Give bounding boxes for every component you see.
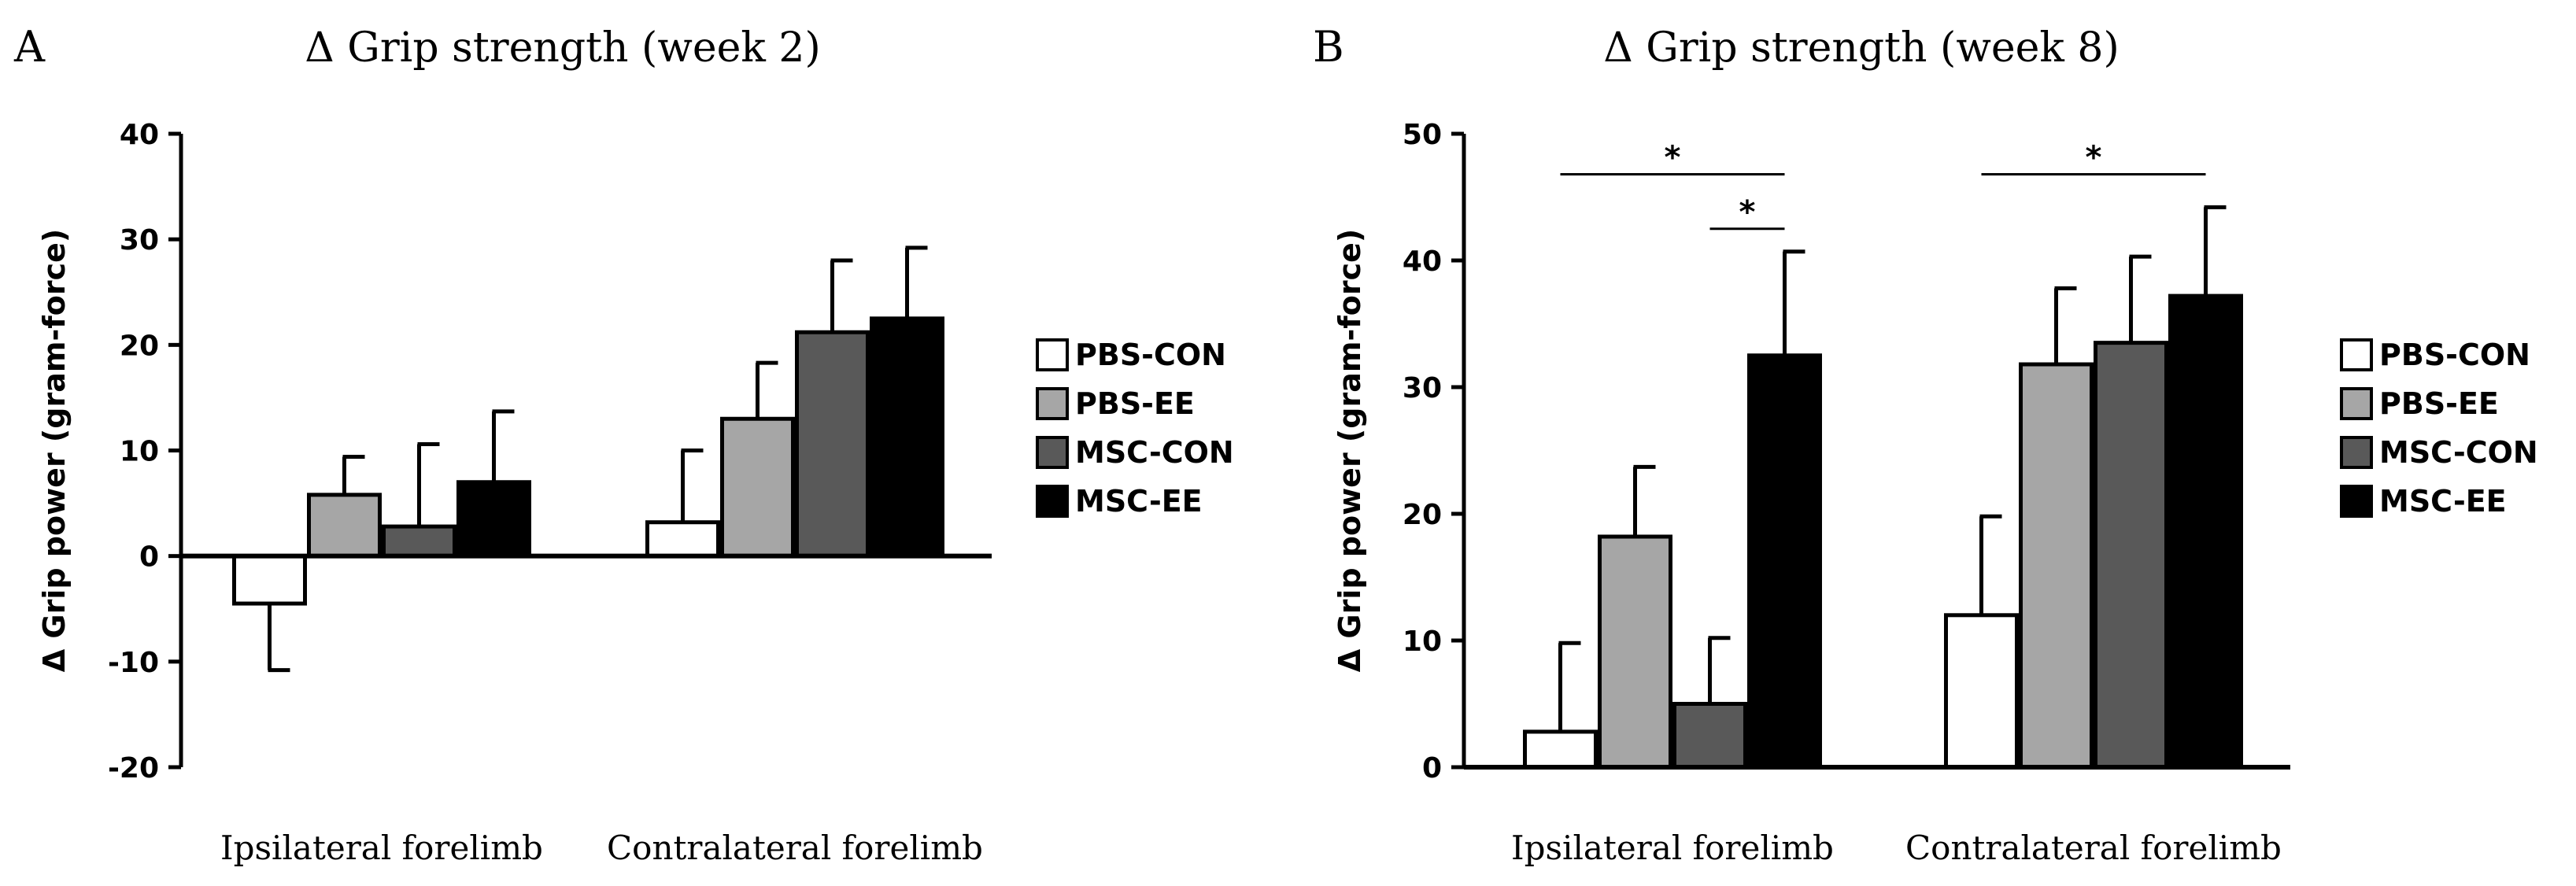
bar-pbs-con xyxy=(1523,729,1598,770)
y-tick-label: 30 xyxy=(1403,372,1442,404)
bar-msc-con xyxy=(382,524,456,559)
bar-msc-con xyxy=(795,330,870,559)
chart-title: Δ Grip strength (week 2) xyxy=(305,24,821,72)
bar-pbs-ee xyxy=(2019,362,2094,770)
bar-msc-ee xyxy=(870,316,944,559)
legend-label: MSC-EE xyxy=(1075,484,1203,519)
legend-swatch-msc-con xyxy=(1036,436,1069,469)
panel-a: A Δ Grip strength (week 2) -20 -10 0 10 20 30 40… xyxy=(13,22,1234,867)
y-tick-label: 30 xyxy=(120,224,159,257)
panel-letter: B xyxy=(1313,22,1344,72)
panel-b: B Δ Grip strength (week 8) 0 10 20 30 40 50 Δ Gr… xyxy=(1313,22,2538,867)
legend-swatch-pbs-ee xyxy=(2340,387,2373,420)
y-axis-label: Δ Grip power (gram-force) xyxy=(1332,229,1367,673)
y-tick-label: 40 xyxy=(120,119,159,151)
category-label: Ipsilateral forelimb xyxy=(220,829,543,867)
legend-label: MSC-CON xyxy=(1075,435,1234,470)
bar-msc-ee xyxy=(1747,353,1822,770)
significance-star: * xyxy=(1739,194,1756,231)
y-tick-label: 0 xyxy=(1422,752,1442,784)
chart-title: Δ Grip strength (week 8) xyxy=(1603,24,2120,72)
y-tick-label: 10 xyxy=(1403,626,1442,658)
legend-label: MSC-EE xyxy=(2379,484,2507,519)
y-axis-label: Δ Grip power (gram-force) xyxy=(37,229,72,673)
bar-pbs-ee xyxy=(1598,534,1672,770)
y-tick-label: -10 xyxy=(108,647,159,679)
y-tick-label: 10 xyxy=(120,436,159,468)
y-tick-label: 0 xyxy=(139,541,159,574)
bar-pbs-ee xyxy=(307,493,382,559)
legend-label: MSC-CON xyxy=(2379,435,2538,470)
y-tick-label: 40 xyxy=(1403,245,1442,278)
y-tick-label: 20 xyxy=(1403,499,1442,531)
legend-swatch-msc-con xyxy=(2340,436,2373,469)
bar-msc-con xyxy=(2094,341,2168,770)
legend-label: PBS-EE xyxy=(2379,386,2499,421)
legend-label: PBS-CON xyxy=(2379,338,2530,372)
legend-swatch-pbs-con xyxy=(1036,338,1069,371)
bar-pbs-ee xyxy=(720,416,795,559)
bar-pbs-con xyxy=(645,520,720,559)
bar-msc-con xyxy=(1672,702,1747,770)
y-tick-label: 50 xyxy=(1403,119,1442,151)
legend-swatch-pbs-con xyxy=(2340,338,2373,371)
y-tick-label: 20 xyxy=(120,330,159,362)
significance-star: * xyxy=(2086,140,2102,176)
panel-letter: A xyxy=(13,22,46,72)
bar-msc-ee xyxy=(2168,293,2243,770)
category-label: Ipsilateral forelimb xyxy=(1511,829,1834,867)
y-tick-label: -20 xyxy=(108,752,159,784)
bar-pbs-con xyxy=(232,554,307,606)
category-label: Contralateral forelimb xyxy=(607,829,983,867)
legend-swatch-pbs-ee xyxy=(1036,387,1069,420)
bar-msc-ee xyxy=(456,480,531,559)
bar-pbs-con xyxy=(1944,613,2019,770)
legend-label: PBS-CON xyxy=(1075,338,1226,372)
category-label: Contralateral forelimb xyxy=(1905,829,2282,867)
legend-swatch-msc-ee xyxy=(1036,485,1069,518)
significance-star: * xyxy=(1665,140,1681,176)
legend-label: PBS-EE xyxy=(1075,386,1195,421)
legend-swatch-msc-ee xyxy=(2340,485,2373,518)
